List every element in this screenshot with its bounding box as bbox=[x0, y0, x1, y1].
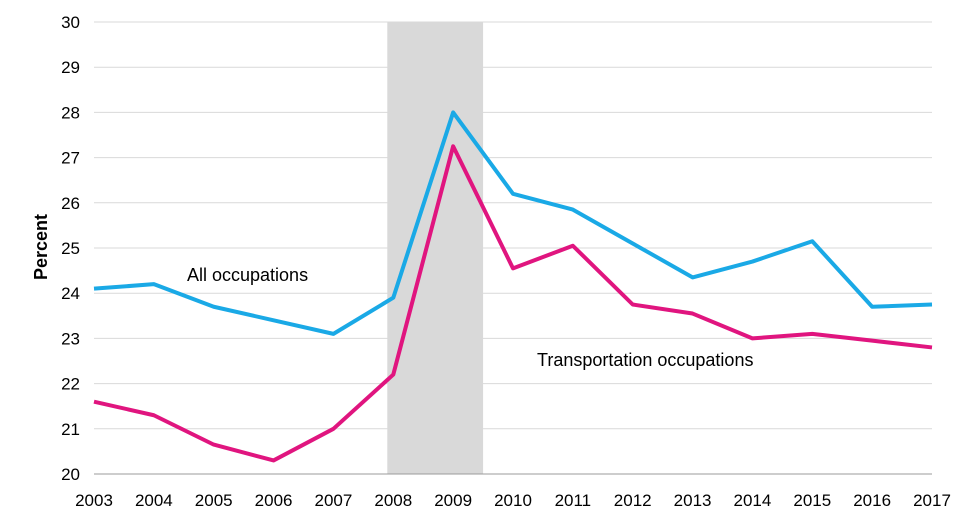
y-tick-label: 26 bbox=[61, 194, 80, 213]
y-tick-labels: 20 21 22 23 24 25 26 27 28 29 30 bbox=[61, 13, 80, 484]
x-tick-label: 2004 bbox=[135, 491, 173, 510]
y-tick-label: 24 bbox=[61, 284, 80, 303]
x-tick-label: 2009 bbox=[434, 491, 472, 510]
y-tick-label: 21 bbox=[61, 420, 80, 439]
x-tick-label: 2007 bbox=[315, 491, 353, 510]
y-tick-label: 22 bbox=[61, 375, 80, 394]
series-label-all-occupations: All occupations bbox=[187, 265, 308, 285]
x-tick-labels: 2003 2004 2005 2006 2007 2008 2009 2010 2011 2012… bbox=[75, 491, 951, 510]
x-tick-label: 2017 bbox=[913, 491, 951, 510]
x-tick-label: 2014 bbox=[734, 491, 772, 510]
y-tick-label: 28 bbox=[61, 103, 80, 122]
x-tick-label: 2005 bbox=[195, 491, 233, 510]
x-tick-label: 2003 bbox=[75, 491, 113, 510]
y-tick-label: 20 bbox=[61, 465, 80, 484]
y-axis-title: Percent bbox=[31, 214, 51, 280]
x-tick-label: 2012 bbox=[614, 491, 652, 510]
y-tick-label: 23 bbox=[61, 329, 80, 348]
x-tick-label: 2013 bbox=[674, 491, 712, 510]
y-tick-label: 25 bbox=[61, 239, 80, 258]
series-line-all-occupations bbox=[93, 110, 933, 336]
y-tick-label: 30 bbox=[61, 13, 80, 32]
x-tick-label: 2016 bbox=[853, 491, 891, 510]
x-tick-label: 2011 bbox=[555, 491, 592, 510]
x-tick-label: 2010 bbox=[494, 491, 532, 510]
x-tick-label: 2008 bbox=[374, 491, 412, 510]
series-lines bbox=[93, 110, 933, 463]
series-label-transportation-occupations: Transportation occupations bbox=[537, 350, 753, 370]
y-tick-label: 27 bbox=[61, 149, 80, 168]
x-tick-label: 2006 bbox=[255, 491, 293, 510]
gridlines bbox=[94, 21, 932, 430]
x-tick-label: 2015 bbox=[793, 491, 831, 510]
series-line-transportation-occupations bbox=[93, 144, 933, 463]
y-tick-label: 29 bbox=[61, 58, 80, 77]
